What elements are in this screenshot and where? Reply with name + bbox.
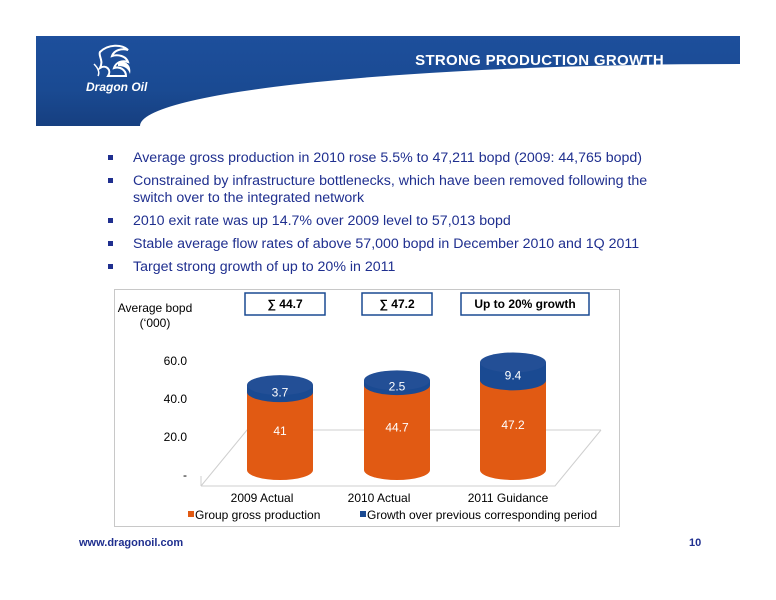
legend-swatch-production xyxy=(188,511,194,517)
bar-production xyxy=(480,380,546,480)
bullet-item: Stable average flow rates of above 57,00… xyxy=(106,236,666,253)
bar-top-cap xyxy=(247,375,313,396)
bullet-icon xyxy=(108,218,113,223)
bullet-icon xyxy=(108,241,113,246)
bar-top-cap xyxy=(480,352,546,373)
x-tick-label: 2010 Actual xyxy=(348,491,411,505)
total-label: ∑ 44.7 xyxy=(267,297,303,311)
bullet-icon xyxy=(108,178,113,183)
legend-label-growth: Growth over previous corresponding perio… xyxy=(367,508,597,522)
bullet-item: Constrained by infrastructure bottleneck… xyxy=(106,173,666,207)
chart-svg: Average bopd(‘000) 60.0 40.0 20.0 - 41 3.7 2009… xyxy=(118,292,602,522)
y-axis-label: (‘000) xyxy=(140,316,171,330)
page-number: 10 xyxy=(689,537,702,549)
legend-swatch-growth xyxy=(360,511,366,517)
total-label: Up to 20% growth xyxy=(474,297,575,311)
y-axis-label: Average bopd xyxy=(118,301,193,315)
data-label-growth: 9.4 xyxy=(505,368,522,382)
bullet-list: Average gross production in 2010 rose 5.… xyxy=(106,150,666,282)
y-tick-label: 40.0 xyxy=(164,392,188,406)
bullet-item: Target strong growth of up to 20% in 201… xyxy=(106,259,666,276)
x-tick-label: 2011 Guidance xyxy=(468,491,549,505)
legend-label-production: Group gross production xyxy=(195,508,320,522)
logo-text: Dragon Oil xyxy=(86,80,148,94)
bar-production xyxy=(247,392,313,480)
bar-production xyxy=(364,385,430,480)
total-box xyxy=(244,292,326,316)
data-label-production: 47.2 xyxy=(501,418,525,432)
bar-top-cap xyxy=(364,370,430,391)
page-title: STRONG PRODUCTION GROWTH xyxy=(415,52,664,69)
data-label-growth: 2.5 xyxy=(389,380,406,394)
bullet-icon xyxy=(108,264,113,269)
total-label: ∑ 47.2 xyxy=(379,297,415,311)
data-label-production: 41 xyxy=(273,424,287,438)
data-label-production: 44.7 xyxy=(385,421,409,435)
y-tick-label: 20.0 xyxy=(164,430,188,444)
data-label-growth: 3.7 xyxy=(272,386,289,400)
total-box xyxy=(361,292,433,316)
bullet-item: 2010 exit rate was up 14.7% over 2009 le… xyxy=(106,213,666,230)
y-tick-label: - xyxy=(183,468,187,482)
dragon-logo-icon xyxy=(93,44,131,77)
footer-url[interactable]: www.dragonoil.com xyxy=(79,537,184,549)
bullet-item: Average gross production in 2010 rose 5.… xyxy=(106,150,666,167)
x-tick-label: 2009 Actual xyxy=(231,491,294,505)
total-box xyxy=(460,292,590,316)
bullet-icon xyxy=(108,155,113,160)
chart-floor xyxy=(201,429,602,487)
production-chart: Average bopd (‘000) 60.0 40.0 20.0 - 41 3.7 2009… xyxy=(114,289,620,527)
y-tick-label: 60.0 xyxy=(164,354,188,368)
